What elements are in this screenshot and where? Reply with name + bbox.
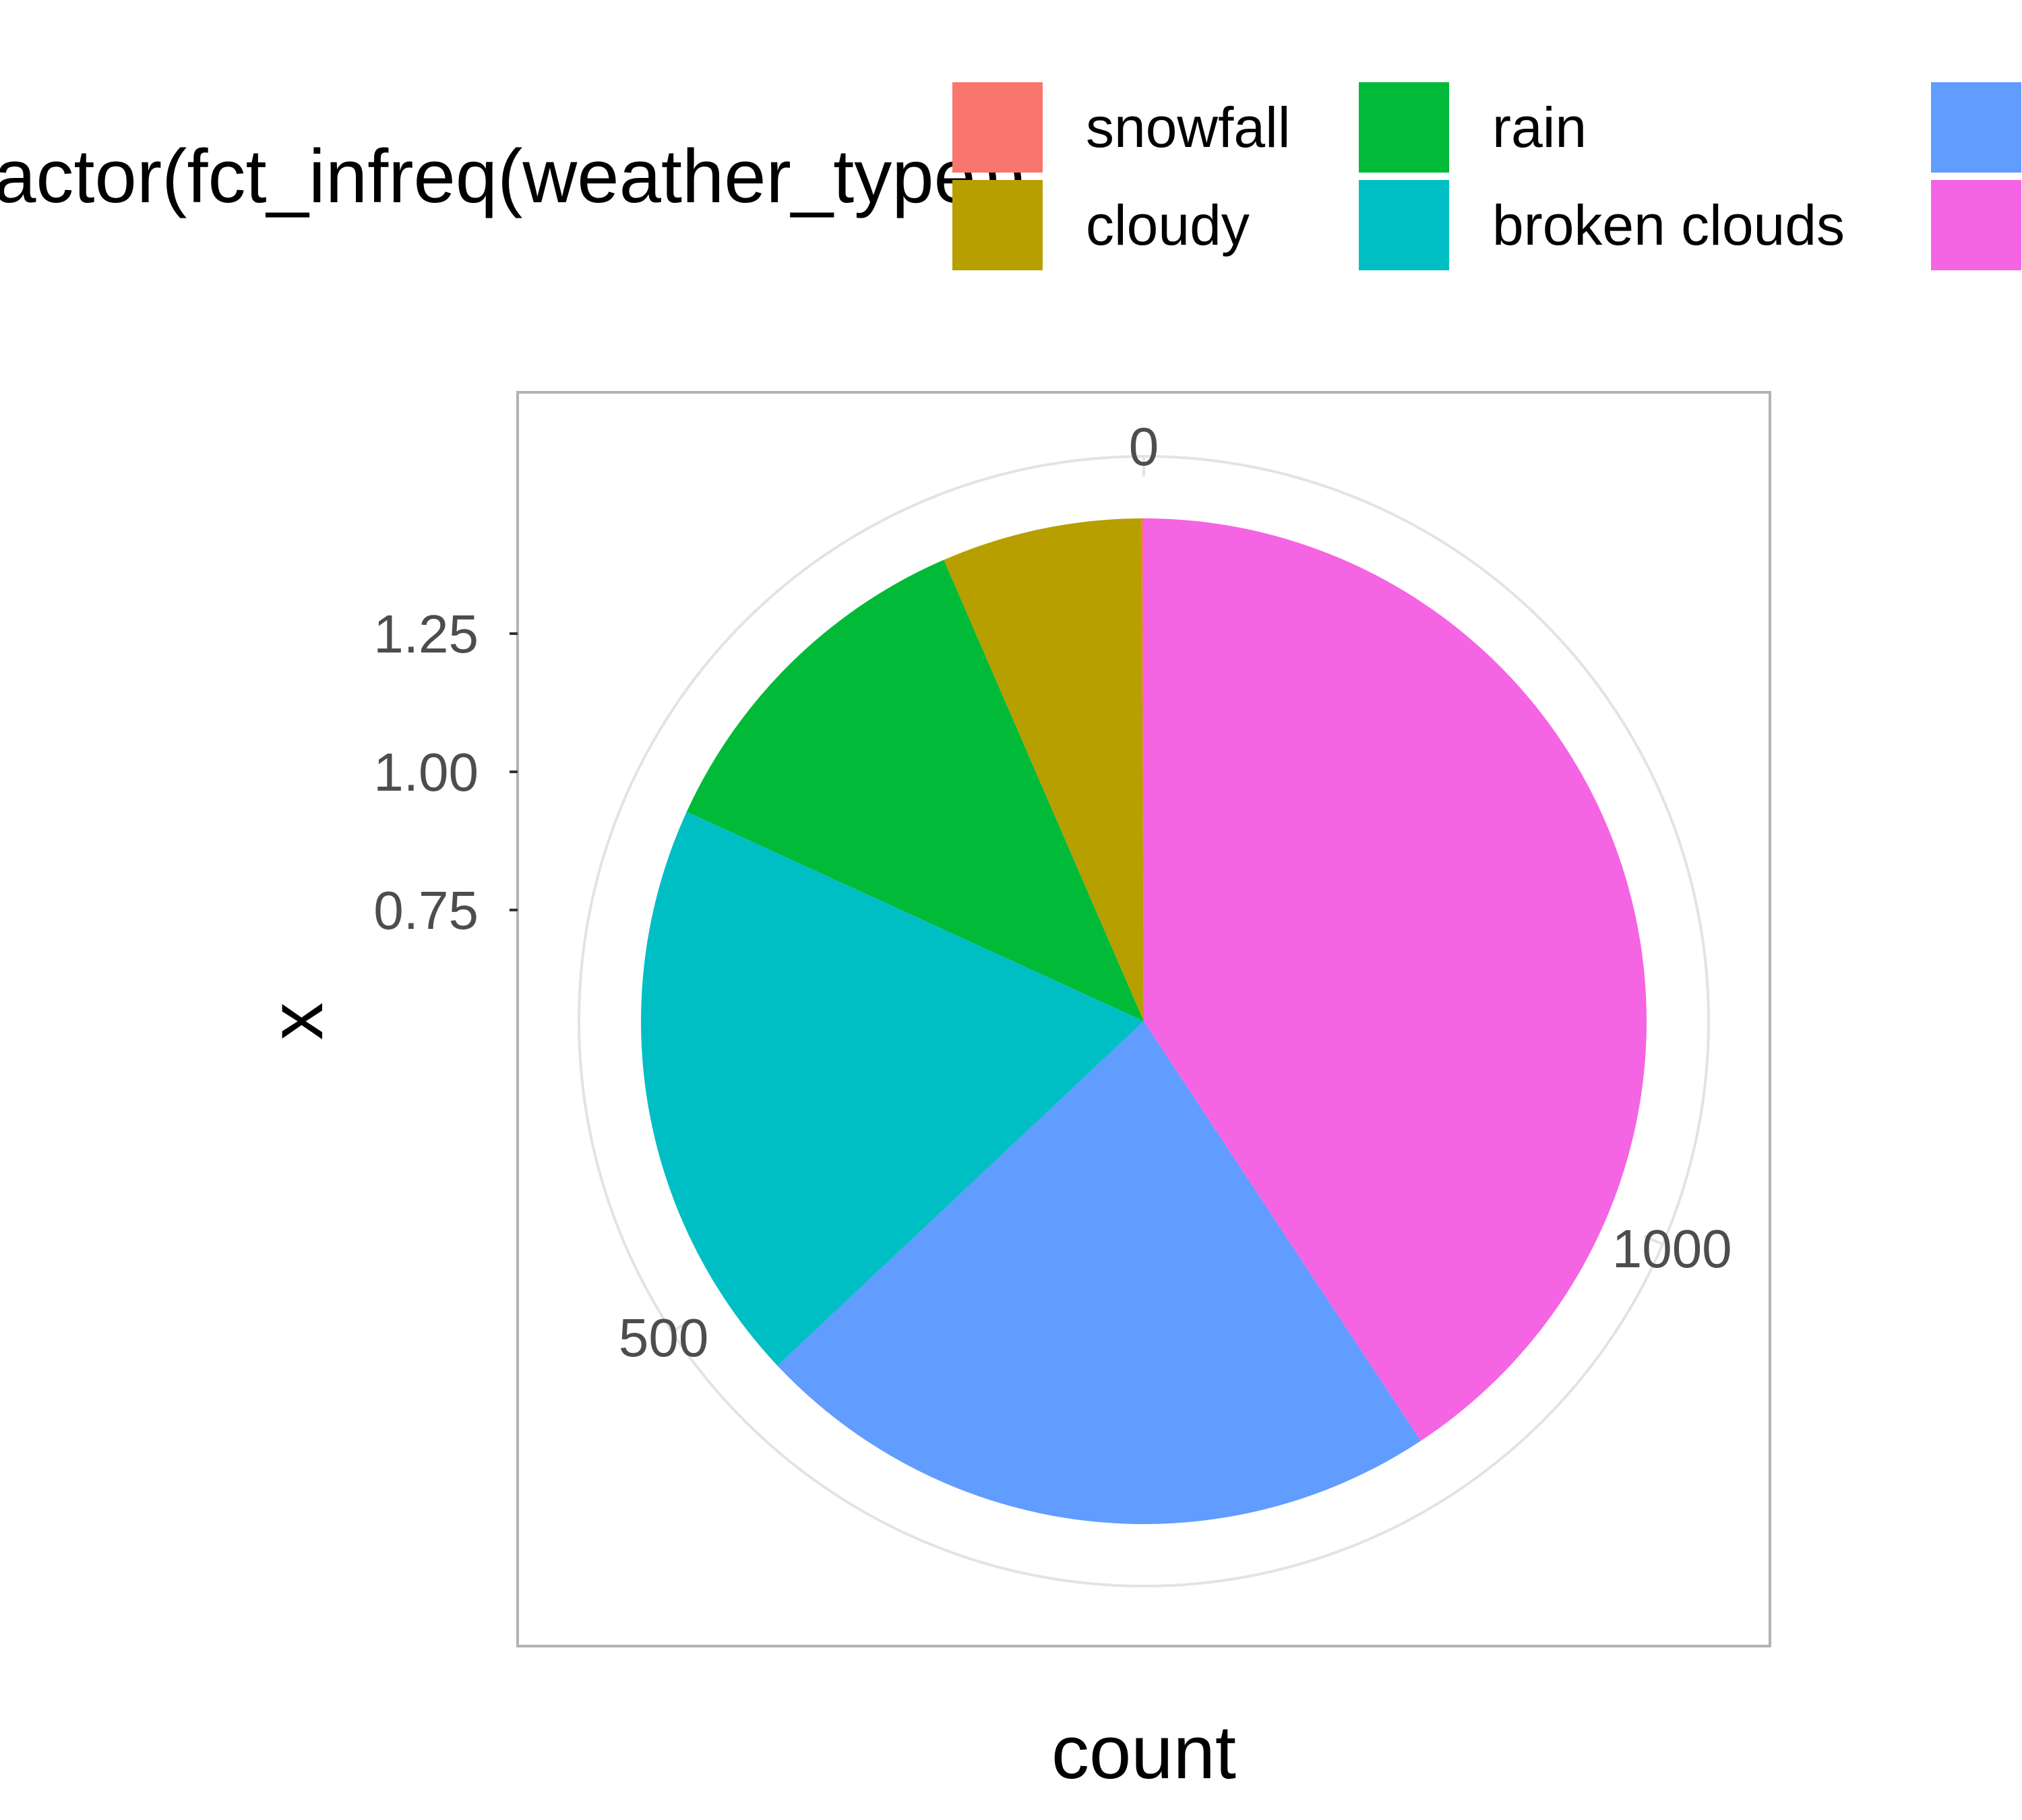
radial-tick-label: 0.75 <box>373 880 479 940</box>
legend-key <box>1931 82 2021 173</box>
theta-grid-line <box>1643 1235 1663 1246</box>
legend-key <box>952 82 1043 173</box>
legend-label: cloudy <box>1086 193 1250 257</box>
legend-label: snowfall <box>1086 96 1290 159</box>
theta-tick-label: 500 <box>619 1308 708 1368</box>
theta-grid-line <box>671 1319 690 1333</box>
legend: factor(fct_infreq(weather_type)) snowfal… <box>0 82 2021 270</box>
pie-slice <box>686 559 1144 1021</box>
pie-slice <box>1141 518 1144 1021</box>
pie-slice <box>777 1021 1421 1525</box>
radial-tick-label: 1.25 <box>373 604 479 664</box>
theta-tick-label: 1000 <box>1612 1219 1732 1279</box>
pie-slice <box>1144 518 1647 1441</box>
pie-slice <box>944 518 1144 1021</box>
legend-label: broken clouds <box>1492 193 1845 257</box>
theta-tick-label: 0 <box>1129 417 1159 477</box>
legend-key <box>1359 82 1449 173</box>
legend-key <box>1931 180 2021 270</box>
radial-tick-label: 1.00 <box>373 742 479 802</box>
x-axis-title: count <box>1051 1710 1236 1794</box>
y-axis-title: x <box>254 1002 338 1040</box>
legend-title: factor(fct_infreq(weather_type)) <box>0 134 1026 218</box>
legend-key <box>1359 180 1449 270</box>
legend-label: rain <box>1492 96 1587 159</box>
plot-panel: 0 500 1000 0.75 1.00 1.25 <box>373 391 1771 1647</box>
pie-slice <box>641 812 1144 1366</box>
legend-key <box>952 180 1043 270</box>
pie-slices <box>641 518 1647 1525</box>
